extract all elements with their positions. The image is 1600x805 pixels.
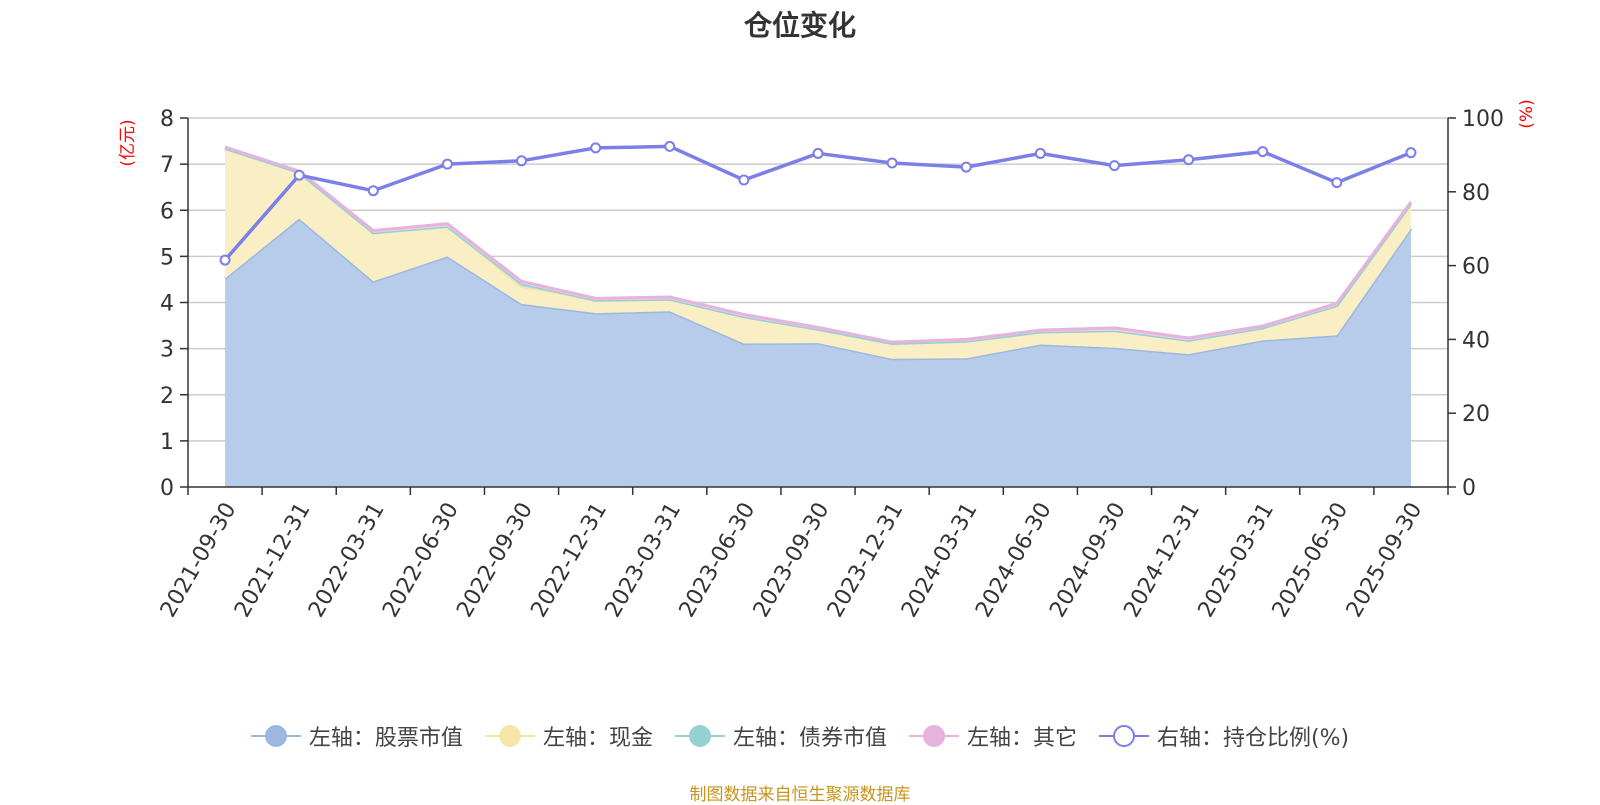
x-axis-tick-label: 2023-09-30 [749,499,835,622]
x-axis-tick-label: 2022-06-30 [378,499,464,622]
position-ratio-point [441,158,453,170]
right-axis-tick-label: 60 [1462,255,1490,280]
area-line-series-2 [224,147,1413,346]
chart-title: 仓位变化 [743,9,856,42]
x-axis-tick-label: 2024-03-31 [897,499,983,622]
legend-label-position-ratio: 右轴：持仓比例(%) [1156,726,1350,751]
right-axis-tick-label: 40 [1462,328,1490,353]
right-axis-tick-label: 80 [1462,181,1490,206]
position-ratio-point [1405,147,1417,159]
left-axis-tick-label: 6 [160,199,174,224]
left-axis-tick-label: 3 [160,338,174,363]
position-ratio-point [1257,146,1269,158]
x-axis-tick-label: 2024-09-30 [1045,499,1131,622]
legend-item-other[interactable]: 左轴：其它 [908,720,1077,752]
x-axis-tick-label: 2025-03-31 [1194,499,1280,622]
left-axis-tick-label: 7 [160,153,174,178]
position-ratio-point [1183,154,1195,166]
position-ratio-point [664,140,676,152]
position-ratio-point [293,169,305,181]
legend-item-stock[interactable]: 左轴：股票市值 [250,720,463,752]
x-axis-tick-label: 2023-03-31 [601,499,687,622]
position-ratio-point [1108,160,1120,172]
position-ratio-point [886,157,898,169]
position-ratio-point [960,161,972,173]
legend-item-bond[interactable]: 左轴：债券市值 [674,720,887,752]
legend-label-cash: 左轴：现金 [542,726,653,751]
x-axis-tick-label: 2022-12-31 [526,499,612,622]
position-ratio-point [1331,177,1343,189]
x-axis-tick-label: 2022-09-30 [452,499,538,622]
legend-marker-other [908,721,959,751]
legend-label-bond: 左轴：债券市值 [732,726,887,751]
x-axis-tick-label: 2023-12-31 [823,499,909,622]
position-ratio-point [219,254,231,266]
left-axis-tick-label: 5 [160,245,174,270]
legend-marker-position-ratio [1098,721,1149,751]
chart-plot: 012345678020406080100(亿元)(%)2021-09-3020… [118,99,1537,622]
area-series-0 [225,218,1411,488]
position-ratio-point [738,174,750,186]
left-axis-tick-label: 8 [160,107,174,132]
area-line-series-3 [224,145,1413,344]
legend-label-other: 左轴：其它 [966,726,1077,751]
position-ratio-point [516,155,528,167]
left-axis-tick-label: 0 [160,476,174,501]
right-axis-tick-label: 20 [1462,402,1490,427]
left-axis-title: (亿元) [118,119,138,166]
left-axis-tick-label: 4 [160,292,174,317]
legend-label-stock: 左轴：股票市值 [308,726,463,751]
chart-legend: 左轴：股票市值 左轴：现金 左轴：债券市值 左轴：其它 右轴：持仓比例(%) [0,720,1600,752]
x-axis-tick-label: 2024-06-30 [971,499,1057,622]
legend-item-position-ratio[interactable]: 右轴：持仓比例(%) [1098,720,1350,752]
position-ratio-point [812,147,824,159]
legend-marker-bond [674,721,725,751]
left-axis-tick-label: 1 [160,430,174,455]
legend-marker-cash [484,721,535,751]
x-axis-tick-label: 2025-06-30 [1268,499,1354,622]
position-ratio-point [590,142,602,154]
legend-marker-stock [250,721,301,751]
area-series-1 [225,148,1411,359]
data-source-note: 制图数据来自恒生聚源数据库 [689,785,911,805]
right-axis-title: (%) [1517,99,1537,128]
position-ratio-point [1034,147,1046,159]
right-axis-tick-label: 0 [1462,476,1476,501]
x-axis-tick-label: 2024-12-31 [1119,499,1205,622]
x-axis-tick-label: 2025-09-30 [1342,499,1428,622]
x-axis-tick-label: 2023-06-30 [675,499,761,622]
right-axis-tick-label: 100 [1462,107,1504,132]
x-axis-tick-label: 2022-03-31 [304,499,390,622]
x-axis-tick-label: 2021-12-31 [230,499,316,622]
legend-item-cash[interactable]: 左轴：现金 [484,720,653,752]
left-axis-tick-label: 2 [160,384,174,409]
x-axis-tick-label: 2021-09-30 [156,499,242,622]
position-ratio-point [367,185,379,197]
